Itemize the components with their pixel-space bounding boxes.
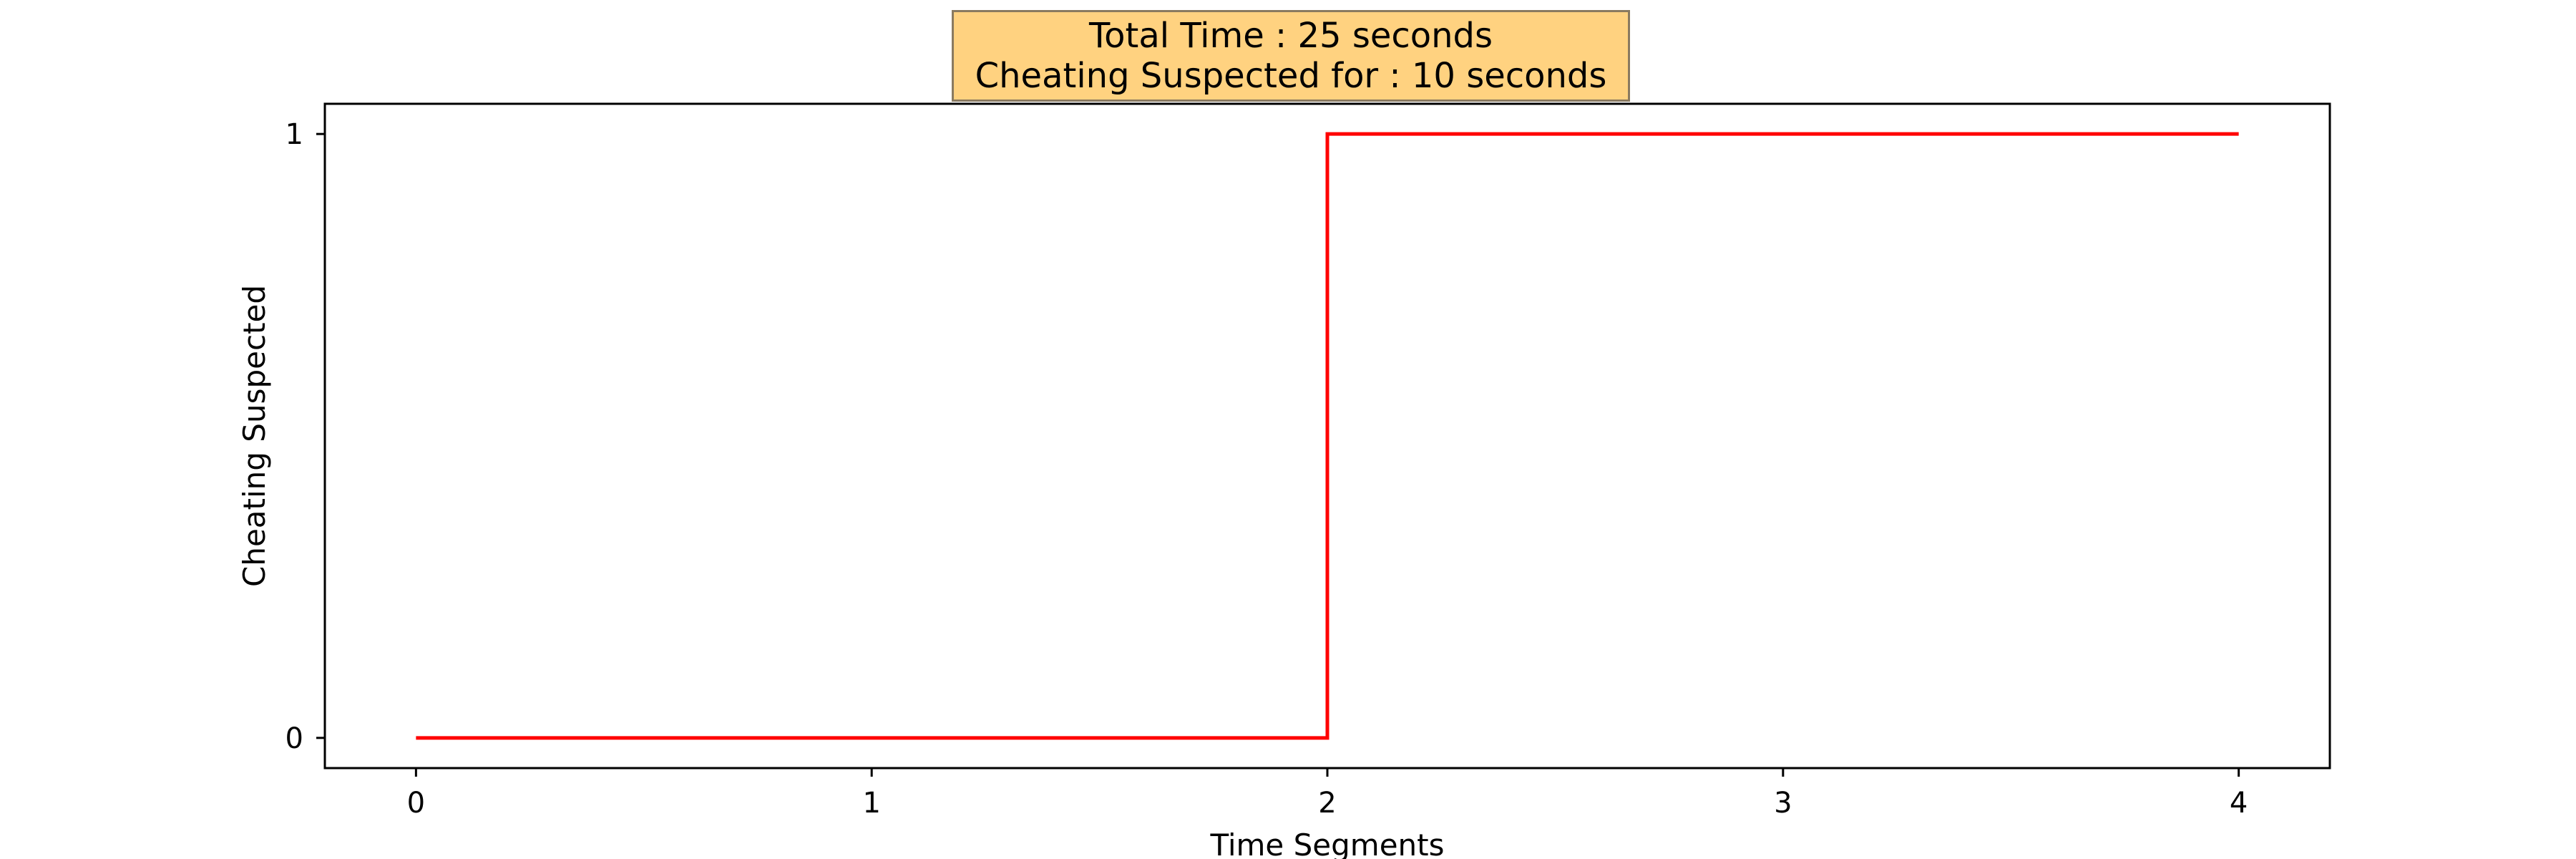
chart-title-line-1: Total Time : 25 seconds	[1088, 16, 1493, 56]
x-tick-label: 1	[862, 787, 880, 820]
y-axis-label: Cheating Suspected	[237, 285, 272, 587]
x-axis-label: Time Segments	[1209, 828, 1444, 859]
x-tick-label: 2	[1318, 787, 1336, 820]
x-tick-label: 4	[2230, 787, 2248, 820]
chart-title-box: Total Time : 25 seconds Cheating Suspect…	[952, 10, 1630, 102]
y-axis-ticks: 01	[286, 118, 325, 755]
x-tick-label: 3	[1774, 787, 1792, 820]
chart-title-line-2: Cheating Suspected for : 10 seconds	[975, 56, 1607, 96]
y-tick-label: 0	[286, 722, 303, 755]
chart-marks	[416, 132, 2239, 740]
y-tick-label: 1	[286, 118, 303, 151]
x-tick-label: 0	[407, 787, 425, 820]
x-axis-ticks: 0 1 2 3 4	[407, 768, 2248, 820]
series-line-0	[416, 132, 2239, 740]
